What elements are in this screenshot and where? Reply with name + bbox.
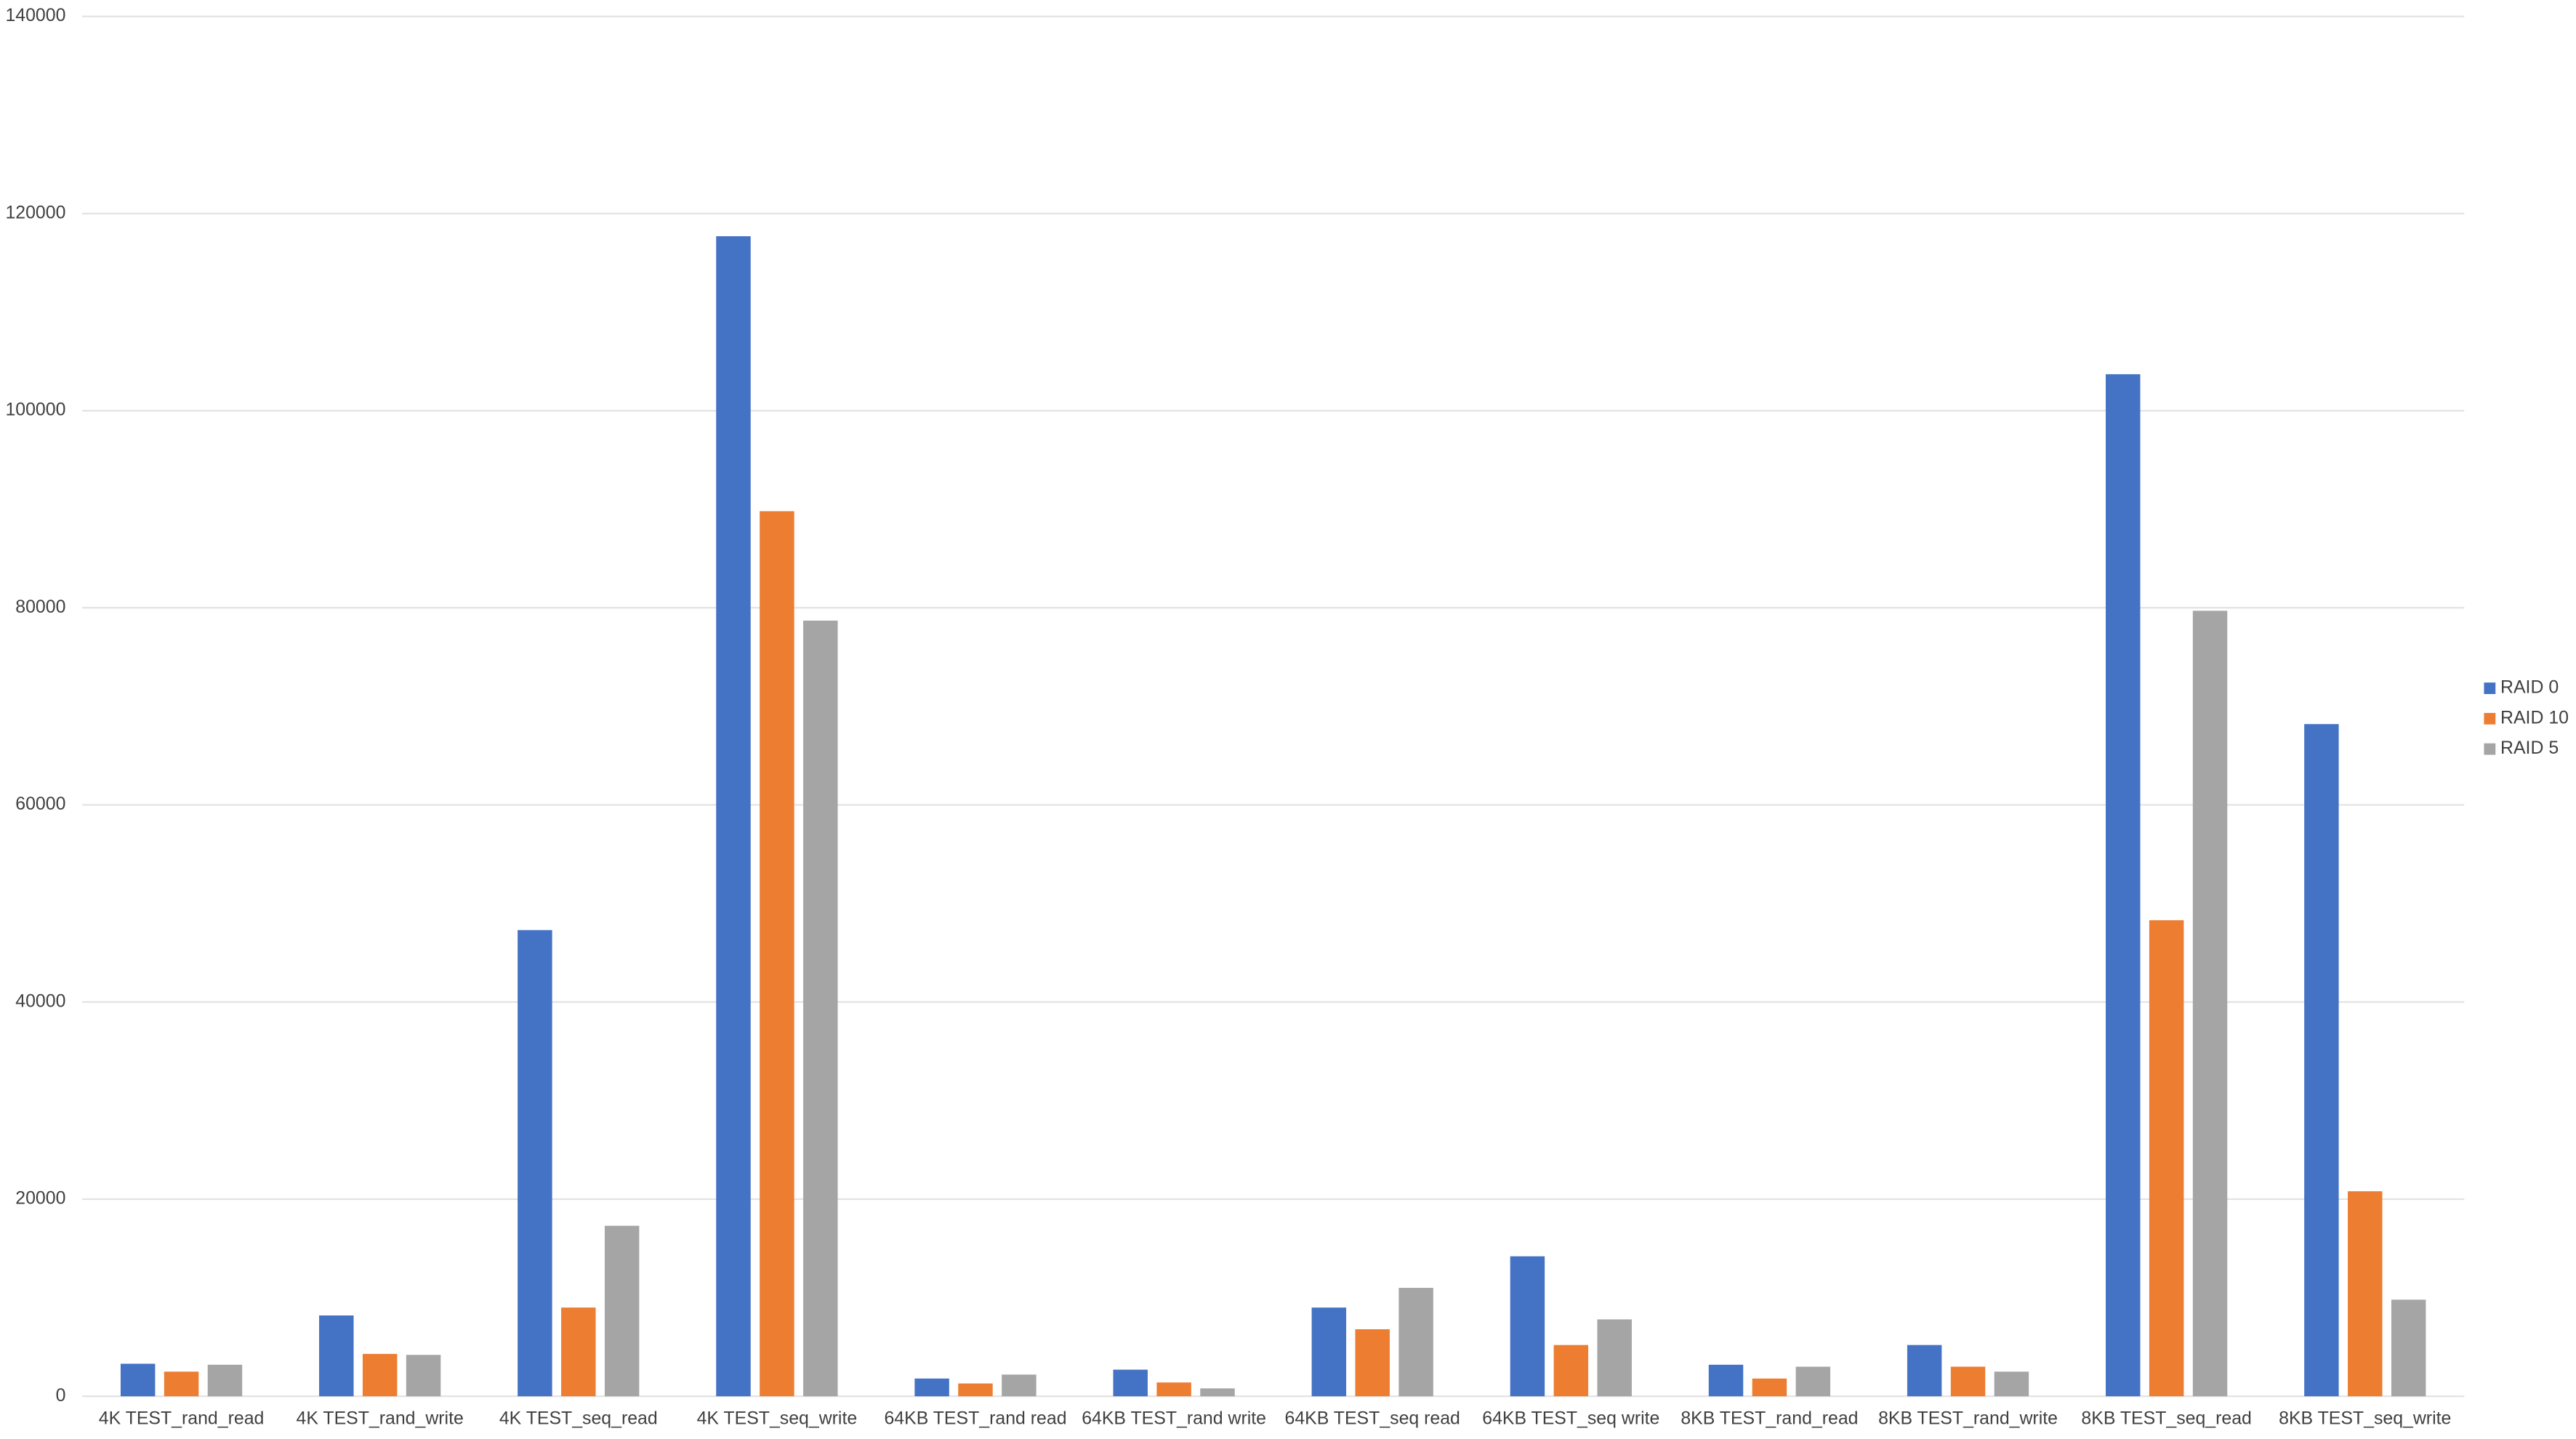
y-tick-label: 120000 [5,202,65,222]
x-tick-label: 4K TEST_seq_read [499,1408,658,1428]
bar [518,930,552,1397]
bar [1002,1374,1037,1397]
bar [1795,1366,1831,1397]
bar [164,1371,199,1397]
x-tick-label: 8KB TEST_seq_write [2279,1408,2451,1428]
bar [1113,1369,1148,1397]
x-tick-label: 64KB TEST_rand read [884,1408,1066,1428]
bar [1994,1371,2029,1397]
x-tick-label: 64KB TEST_rand write [1082,1408,1266,1428]
bar [2106,374,2141,1397]
x-tick-label: 8KB TEST_rand_read [1681,1408,1858,1428]
bar [319,1315,354,1397]
bar [716,236,751,1397]
bar [1553,1345,1589,1397]
legend-swatch [2484,682,2496,694]
bar [1156,1382,1191,1397]
bar [1752,1378,1787,1397]
bar [1907,1345,1942,1397]
y-tick-label: 60000 [15,794,65,814]
bar [2149,920,2184,1397]
bar [1708,1364,1744,1397]
x-tick-label: 8KB TEST_rand_write [1878,1408,2058,1428]
bar [207,1364,243,1397]
bar [561,1307,596,1397]
bar [2348,1191,2383,1397]
y-tick-label: 20000 [15,1188,65,1209]
x-tick-label: 4K TEST_rand_read [99,1408,265,1428]
x-tick-label: 4K TEST_rand_write [297,1408,464,1428]
legend-label: RAID 10 [2500,707,2569,727]
legend-label: RAID 0 [2500,677,2559,698]
legend-swatch [2484,712,2496,725]
bar [1200,1388,1235,1397]
x-tick-label: 4K TEST_seq_write [697,1408,858,1428]
bar [604,1225,640,1397]
x-tick-label: 64KB TEST_seq read [1285,1408,1460,1428]
bar [2391,1299,2426,1397]
bar [1950,1366,1986,1397]
y-tick-label: 80000 [15,597,65,617]
bar [914,1378,949,1397]
bar [406,1355,441,1397]
bar [120,1363,156,1397]
x-tick-label: 64KB TEST_seq write [1482,1408,1659,1428]
legend-swatch [2484,743,2496,755]
bar [1398,1288,1433,1397]
bar [1355,1329,1390,1397]
legend-label: RAID 5 [2500,738,2559,758]
y-tick-label: 100000 [5,400,65,420]
bar [1597,1319,1632,1397]
bar [362,1353,398,1397]
bar [958,1383,993,1397]
bar [1510,1256,1545,1397]
y-tick-label: 40000 [15,991,65,1011]
bar [2192,610,2228,1397]
x-tick-label: 8KB TEST_seq_read [2081,1408,2251,1428]
y-tick-label: 0 [56,1385,66,1406]
bar [760,511,794,1397]
y-tick-label: 140000 [5,5,65,25]
bar [803,620,838,1397]
bar [2304,724,2339,1397]
bar [1311,1307,1347,1397]
